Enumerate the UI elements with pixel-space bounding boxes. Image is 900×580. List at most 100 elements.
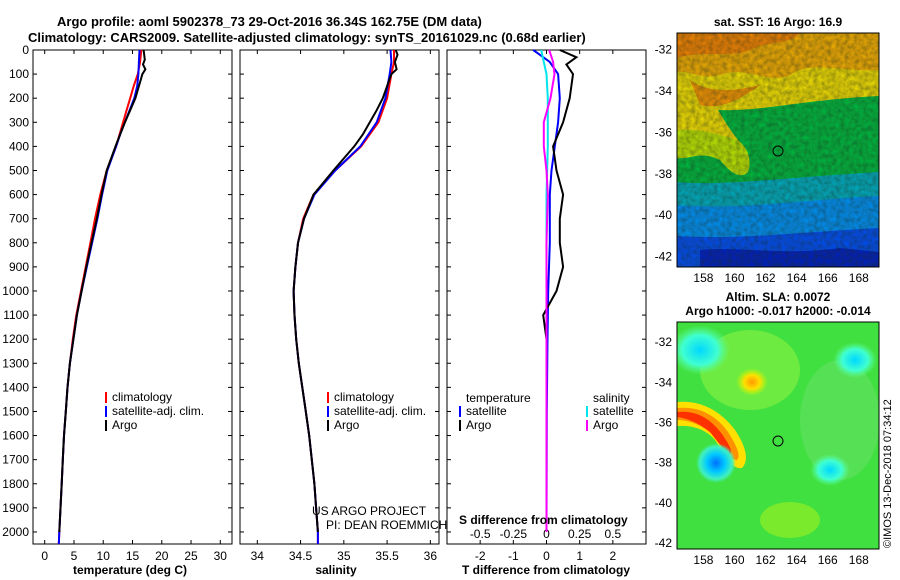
- sst-map-image: [677, 33, 879, 267]
- x-tick-label: 15: [126, 549, 140, 563]
- legend-swatch-argo: [105, 420, 107, 431]
- depth-tick-label: 500: [9, 163, 29, 177]
- legend-label-satellite: satellite-adj. clim.: [334, 404, 426, 418]
- series-layer: [57, 49, 579, 545]
- map-lat-label: -36: [655, 125, 673, 139]
- temperature-legend: climatology satellite-adj. clim. Argo: [105, 390, 204, 432]
- map-lat-label: -40: [655, 496, 673, 510]
- legend-label-climatology: climatology: [334, 390, 394, 404]
- s-tick-label: 0.5: [604, 527, 621, 541]
- map-lon-label: 168: [849, 553, 869, 567]
- axes-layer: 0100200300400500600700800900100011001200…: [2, 43, 869, 567]
- x-tick-label: 1: [576, 549, 583, 563]
- x-tick-label: -2: [475, 549, 486, 563]
- x-tick-label: 25: [184, 549, 198, 563]
- depth-tick-label: 200: [9, 91, 29, 105]
- map-lat-label: -32: [655, 335, 673, 349]
- x-tick-label: 30: [214, 549, 228, 563]
- title-line-2: Climatology: CARS2009. Satellite-adjuste…: [28, 30, 586, 45]
- depth-tick-label: 600: [9, 188, 29, 202]
- series-line-satellite-adj-clim-: [57, 49, 141, 545]
- s-tick-label: 0.25: [568, 527, 592, 541]
- legend-label-argo: Argo: [334, 418, 360, 432]
- map-lat-label: -38: [655, 456, 673, 470]
- sst-map-title: sat. SST: 16 Argo: 16.9: [714, 15, 843, 29]
- legend-label-t-argo: Argo: [466, 418, 492, 432]
- s-tick-label: -0.25: [500, 527, 528, 541]
- legend-title-salinity: salinity: [593, 391, 630, 405]
- depth-tick-label: 100: [9, 67, 29, 81]
- x-tick-label: 35: [337, 549, 351, 563]
- legend-label-argo: Argo: [112, 418, 138, 432]
- legend-swatch-t-argo: [459, 420, 461, 431]
- series-line-argo: [292, 49, 399, 533]
- map-lon-label: 158: [693, 271, 713, 285]
- x-tick-label: 5: [71, 549, 78, 563]
- map-lon-label: 158: [693, 553, 713, 567]
- legend-swatch-s-satellite: [586, 406, 588, 417]
- depth-tick-label: 800: [9, 236, 29, 250]
- depth-tick-label: 400: [9, 139, 29, 153]
- map-lon-label: 166: [818, 271, 838, 285]
- imos-credit: ©IMOS 13-Dec-2018 07:34:12: [882, 399, 894, 548]
- legend-title-temperature: temperature: [466, 391, 531, 405]
- x-tick-label: 34: [251, 549, 265, 563]
- legend-label-s-argo: Argo: [593, 418, 619, 432]
- legend-swatch-s-argo: [586, 420, 588, 431]
- map-lat-label: -38: [655, 167, 673, 181]
- salinity-axis-label: salinity: [315, 563, 357, 577]
- legend-label-t-satellite: satellite: [466, 404, 507, 418]
- map-lon-label: 160: [724, 271, 744, 285]
- depth-tick-label: 0: [22, 43, 29, 57]
- legend-label-s-satellite: satellite: [593, 404, 634, 418]
- series-line-argo: [58, 49, 147, 533]
- salinity-plot-frame: [239, 49, 440, 545]
- map-lat-label: -34: [655, 375, 673, 389]
- x-tick-label: 0: [543, 549, 550, 563]
- map-lon-label: 164: [787, 271, 807, 285]
- depth-tick-label: 1300: [2, 356, 29, 370]
- pi-annotation: PI: DEAN ROEMMICH: [326, 518, 447, 532]
- x-tick-label: 36: [424, 549, 438, 563]
- series-line-climatology: [292, 50, 395, 544]
- depth-tick-label: 1900: [2, 501, 29, 515]
- map-lat-label: -36: [655, 415, 673, 429]
- sla-map-title-2: Argo h1000: -0.017 h2000: -0.014: [685, 304, 871, 318]
- depth-tick-label: 1800: [2, 477, 29, 491]
- depth-tick-label: 1500: [2, 404, 29, 418]
- map-lat-label: -40: [655, 208, 673, 222]
- s-tick-label: 0: [543, 527, 550, 541]
- series-line-t-satellite: [532, 49, 561, 533]
- difference-legend: temperature satellite Argo salinity sate…: [459, 391, 634, 527]
- map-lon-label: 164: [787, 553, 807, 567]
- x-tick-label: 34.5: [289, 549, 313, 563]
- map-lon-label: 162: [756, 271, 776, 285]
- depth-tick-label: 1000: [2, 284, 29, 298]
- depth-tick-label: 1700: [2, 453, 29, 467]
- temperature-axis-label: temperature (deg C): [73, 563, 187, 577]
- depth-tick-label: 1400: [2, 380, 29, 394]
- x-tick-label: 0: [41, 549, 48, 563]
- depth-tick-label: 900: [9, 260, 29, 274]
- legend-label-satellite: satellite-adj. clim.: [112, 404, 204, 418]
- map-lon-label: 162: [756, 553, 776, 567]
- map-lon-label: 160: [724, 553, 744, 567]
- x-tick-label: 35.5: [375, 549, 399, 563]
- map-lon-label: 168: [849, 271, 869, 285]
- depth-tick-label: 1100: [3, 308, 29, 322]
- map-lon-label: 166: [818, 553, 838, 567]
- sst-argo-location-marker: [772, 145, 784, 157]
- legend-swatch-climatology: [105, 392, 107, 403]
- sla-map-frame: [676, 321, 880, 550]
- legend-swatch-argo: [327, 420, 329, 431]
- depth-tick-label: 300: [9, 115, 29, 129]
- difference-axis-label: T difference from climatology: [462, 563, 630, 577]
- legend-label-climatology: climatology: [112, 390, 172, 404]
- legend-swatch-satellite: [327, 406, 329, 417]
- sla-map-title-1: Altim. SLA: 0.0072: [726, 290, 831, 304]
- map-lat-label: -34: [655, 84, 673, 98]
- sla-argo-location-marker: [772, 435, 784, 447]
- x-tick-label: 2: [609, 549, 616, 563]
- legend-swatch-climatology: [327, 392, 329, 403]
- depth-tick-label: 2000: [2, 525, 29, 539]
